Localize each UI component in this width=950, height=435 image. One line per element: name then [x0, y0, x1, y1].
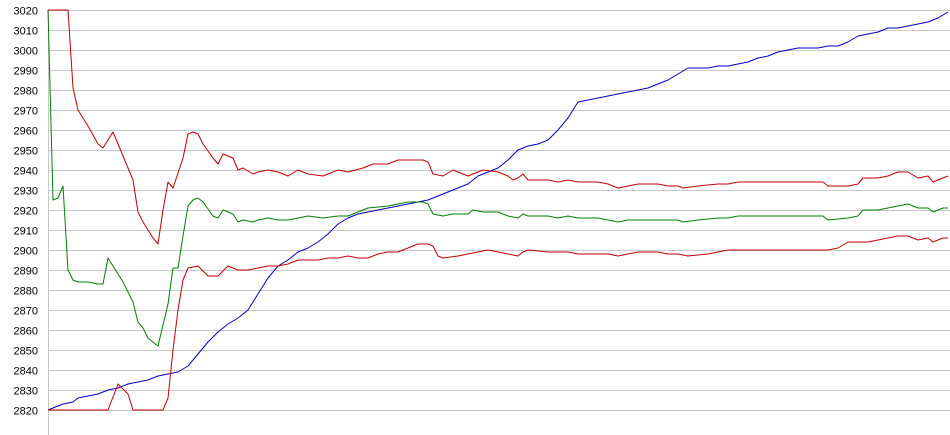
y-tick-label: 2870 — [14, 306, 38, 318]
y-tick-label: 2990 — [14, 66, 38, 78]
y-tick-label: 2890 — [14, 266, 38, 278]
series-lines — [47, 9, 949, 411]
y-axis-ticks: 3020 3010 3000 2990 2980 2970 2960 2950 2940 2930… — [14, 6, 38, 418]
y-tick-label: 2950 — [14, 146, 38, 158]
y-tick-label: 2910 — [14, 226, 38, 238]
y-tick-label: 2920 — [14, 206, 38, 218]
y-tick-label: 2940 — [14, 166, 38, 178]
series-line-4 — [47, 9, 948, 347]
gridlines — [48, 10, 950, 435]
y-tick-label: 2880 — [14, 286, 38, 298]
y-tick-label: 2900 — [14, 246, 38, 258]
y-tick-label: 3010 — [14, 26, 38, 38]
y-tick-label: 2980 — [14, 86, 38, 98]
y-tick-label: 2850 — [14, 346, 38, 358]
series-line-1 — [47, 11, 949, 411]
y-tick-label: 3000 — [14, 46, 38, 58]
y-tick-label: 2830 — [14, 386, 38, 398]
y-tick-label: 2820 — [14, 406, 38, 418]
y-tick-label: 2970 — [14, 106, 38, 118]
y-tick-label: 2840 — [14, 366, 38, 378]
series-line-3 — [48, 235, 948, 411]
y-tick-label: 2860 — [14, 326, 38, 338]
y-tick-label: 2930 — [14, 186, 38, 198]
y-tick-label: 3020 — [14, 6, 38, 18]
series-line-2 — [48, 9, 949, 245]
y-tick-label: 2960 — [14, 126, 38, 138]
